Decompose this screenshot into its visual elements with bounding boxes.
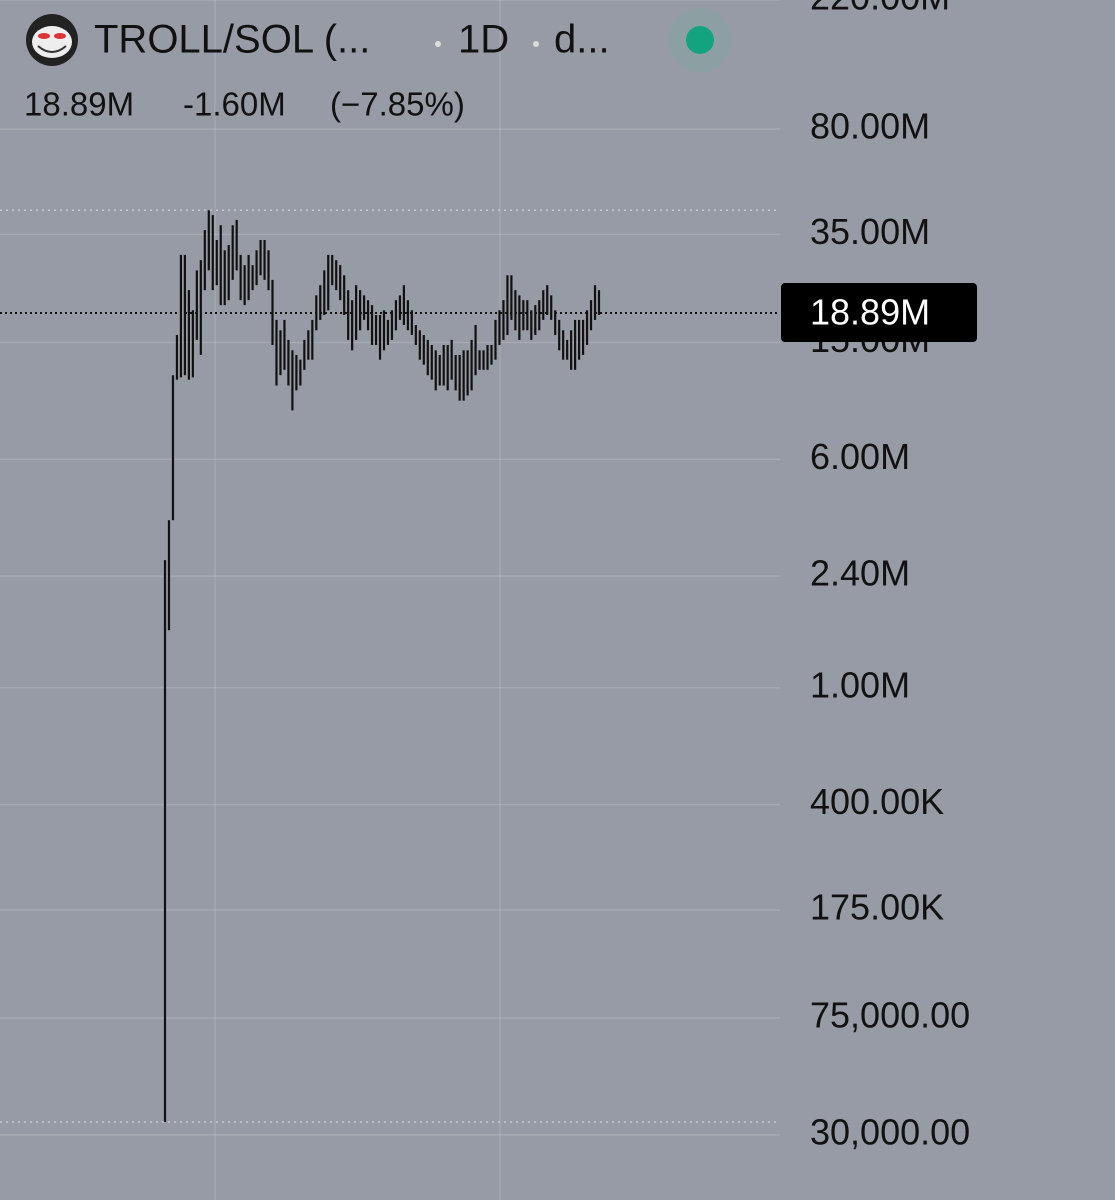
y-tick-label: 400.00K: [810, 781, 944, 822]
symbol: TROLL/SOL (...: [94, 18, 370, 62]
stat-last: 18.89M: [24, 86, 134, 123]
separator: [533, 41, 539, 47]
y-tick-label: 75,000.00: [810, 995, 970, 1036]
y-tick-label: 6.00M: [810, 436, 910, 477]
plot: [0, 0, 780, 1136]
status-dot: [686, 26, 714, 54]
y-tick-label: 220.00M: [810, 0, 950, 18]
token-icon-eye: [54, 33, 66, 39]
header: TROLL/SOL (... 1D d... 18.89M -1.60M (−7…: [24, 8, 732, 123]
separator: [435, 41, 441, 47]
stat-change-pct: (−7.85%): [330, 86, 465, 123]
stat-change: -1.60M: [183, 86, 286, 123]
token-icon-face: [32, 26, 72, 58]
token-icon-mouth: [37, 45, 67, 53]
last-price-label: 18.89M: [810, 292, 930, 333]
token-icon-eye: [38, 33, 50, 39]
y-tick-label: 1.00M: [810, 664, 910, 705]
last-price-box: [781, 283, 977, 343]
y-tick-label: 80.00M: [810, 106, 930, 147]
y-tick-label: 30,000.00: [810, 1111, 970, 1152]
y-tick-label: 2.40M: [810, 553, 910, 594]
source: d...: [554, 18, 610, 62]
y-tick-label: 35.00M: [810, 211, 930, 252]
y-tick-label: 175.00K: [810, 887, 944, 928]
interval: 1D: [458, 18, 509, 62]
